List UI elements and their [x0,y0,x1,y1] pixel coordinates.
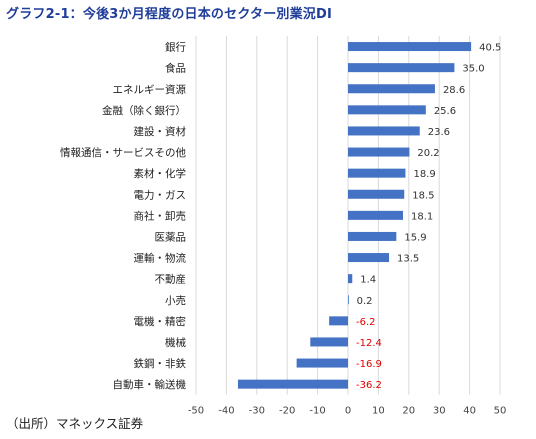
value-label: -16.9 [356,359,382,370]
x-tick-label: 10 [372,406,385,417]
x-tick-label: 50 [494,406,507,417]
bar [348,189,405,199]
x-tick-label: -10 [309,406,325,417]
bar [348,42,472,52]
x-tick-label: -50 [188,406,204,417]
value-label: 1.4 [360,275,376,286]
value-label: 15.9 [404,232,426,243]
value-label: 23.6 [428,127,450,138]
bar [348,210,404,220]
category-label: 建設・資材 [134,125,187,138]
bar [348,105,426,115]
x-tick-label: -40 [218,406,234,417]
category-label: 食品 [165,62,186,75]
bar [348,231,397,241]
value-label: -12.4 [356,338,382,349]
bar [310,337,348,347]
category-label: 自動車・輸送機 [113,378,187,391]
bar [329,316,348,326]
x-tick-label: -30 [249,406,265,417]
value-label: 0.2 [357,296,373,307]
category-label: 金融（除く銀行） [102,104,186,117]
chart-source: （出所）マネックス証券 [6,416,144,431]
category-label: 医薬品 [155,231,187,243]
value-label: 28.6 [443,85,465,96]
x-tick-label: 30 [433,406,446,417]
bar [348,147,410,157]
value-label: 18.9 [413,169,435,180]
bar [348,126,420,136]
value-label: -36.2 [356,380,382,391]
x-tick-label: 40 [463,406,476,417]
category-label: 機械 [165,336,186,349]
bar [348,295,349,305]
category-label: 電機・精密 [134,315,187,328]
value-label: 25.6 [434,106,456,117]
x-tick-label: 0 [345,406,351,417]
category-label: 不動産 [155,273,187,286]
chart-title: グラフ2-1：今後3か月程度の日本のセクター別業況DI [6,7,333,22]
bar [348,274,353,284]
category-label: 鉄鋼・非鉄 [134,357,187,370]
bar [348,168,406,178]
bar [348,253,390,263]
value-label: -6.2 [356,317,376,328]
category-label: 運輸・物流 [134,252,187,265]
bar [237,379,348,389]
category-label: 電力・ガス [134,188,187,201]
bar [348,63,455,73]
category-label: 銀行 [165,41,186,54]
x-tick-label: 20 [402,406,415,417]
value-label: 13.5 [397,254,419,265]
value-label: 35.0 [462,64,484,75]
value-label: 18.1 [411,211,433,222]
bar [296,358,348,368]
value-label: 18.5 [412,190,434,201]
category-label: 素材・化学 [134,167,187,180]
category-label: 商社・卸売 [134,209,187,222]
category-label: エネルギー資源 [113,83,187,96]
value-label: 40.5 [479,43,501,54]
category-label: 小売 [165,294,186,307]
value-label: 20.2 [417,148,439,159]
category-label: 情報通信・サービスその他 [60,146,186,159]
x-tick-label: -20 [279,406,295,417]
bar [348,84,435,94]
